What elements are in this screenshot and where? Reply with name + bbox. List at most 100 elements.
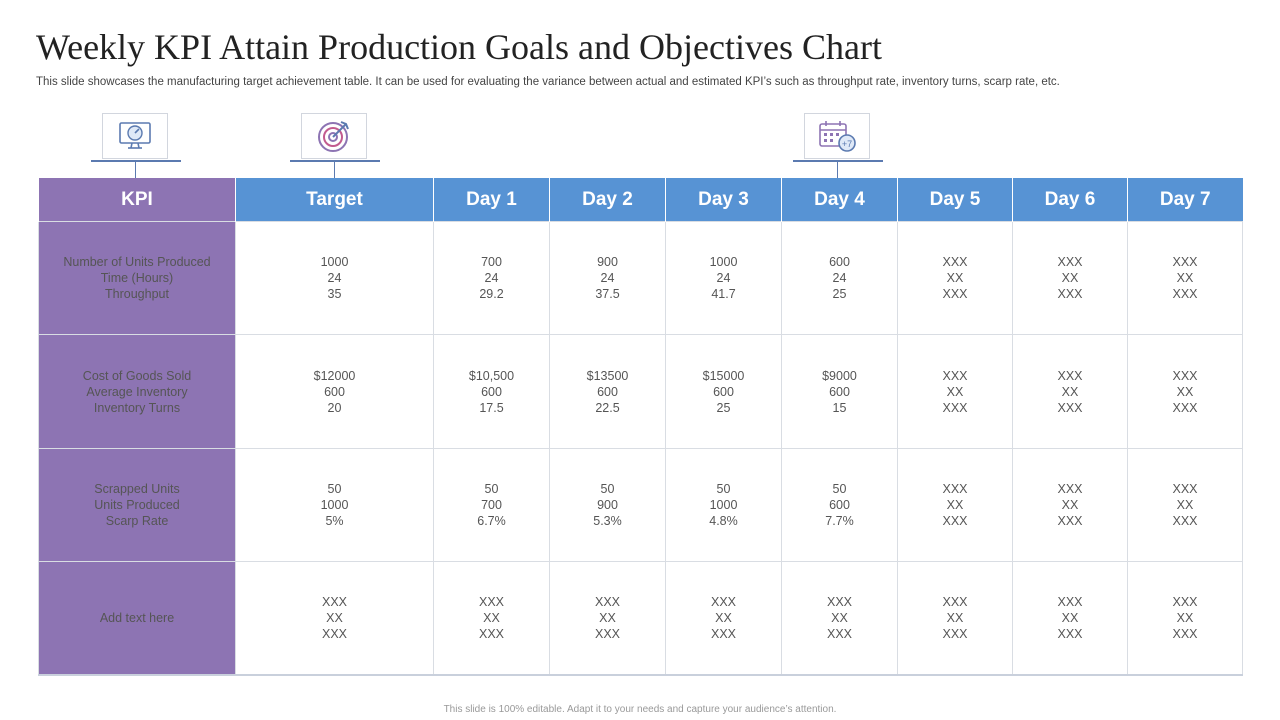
cell-value: XXX — [321, 595, 347, 610]
cell-value: XXX — [478, 595, 504, 610]
cell-value: 1000 — [709, 497, 738, 512]
cell-value: 600 — [829, 497, 850, 512]
cell-value: $15000 — [702, 368, 745, 383]
kpi-label-cell: Scrapped Units Units Produced Scarp Rate — [38, 447, 236, 563]
cell-value: XXX — [1057, 400, 1083, 415]
value-cell: XXX XX XXX — [433, 561, 550, 677]
cell-value: 50 — [327, 481, 342, 496]
cell-value: 24 — [327, 271, 342, 286]
cell-value: 700 — [481, 255, 502, 270]
cell-value: $13500 — [586, 368, 629, 383]
cell-value: 35 — [327, 287, 342, 302]
table-row: Add text here XXX XX XXX XXX XX XXX XXX XX XXX XXX… — [38, 561, 1243, 677]
kpi-label-cell: Cost of Goods Sold Average Inventory Inven… — [38, 334, 236, 449]
header-day-7: Day 7 — [1127, 178, 1243, 222]
header-kpi: KPI — [38, 178, 236, 222]
cell-value: 5.3% — [593, 513, 622, 528]
kpi-label-line: Units Produced — [94, 497, 180, 512]
cell-value: XXX — [826, 627, 852, 642]
cell-value: XXX — [1172, 481, 1198, 496]
cell-value: 600 — [829, 255, 850, 270]
cell-value: XXX — [478, 627, 504, 642]
cell-value: XX — [715, 611, 732, 626]
target-arrow-icon — [301, 113, 367, 159]
cell-value: 600 — [829, 384, 850, 399]
value-cell: XXX XX XXX — [897, 561, 1013, 677]
cell-value: 41.7 — [711, 287, 736, 302]
kpi-table: KPI Target Day 1 Day 2 Day 3 Day 4 Day 5… — [38, 178, 1243, 677]
value-cell: $10,500 600 17.5 — [433, 334, 550, 449]
cell-value: 15 — [832, 400, 847, 415]
slide-title: Weekly KPI Attain Production Goals and O… — [36, 27, 882, 67]
header-day-1: Day 1 — [433, 178, 550, 222]
value-cell: XXX XX XXX — [1127, 561, 1243, 677]
cell-value: XX — [946, 611, 964, 626]
cell-value: XXX — [1057, 481, 1083, 496]
cell-value: XXX — [1172, 595, 1198, 610]
value-cell: XXX XX XXX — [1127, 447, 1243, 563]
cell-value: XXX — [942, 513, 968, 528]
value-cell: XXX XX XXX — [1127, 334, 1243, 449]
cell-value: 4.8% — [709, 513, 738, 528]
cell-value: XXX — [1057, 595, 1083, 610]
cell-value: XX — [599, 611, 616, 626]
cell-value: XX — [946, 497, 964, 512]
cell-value: 700 — [481, 497, 502, 512]
cell-value: XXX — [942, 595, 968, 610]
cell-value: XXX — [1172, 368, 1198, 383]
cell-value: XXX — [942, 400, 968, 415]
value-cell: $15000 600 25 — [665, 334, 782, 449]
cell-value: 22.5 — [595, 400, 620, 415]
calendar-plus-seven-icon: +7 — [804, 113, 870, 159]
value-cell: XXX XX XXX — [897, 220, 1013, 336]
cell-value: XXX — [1057, 255, 1083, 270]
cell-value: 24 — [484, 271, 499, 286]
kpi-label-line: Add text here — [99, 611, 175, 626]
cell-value: 50 — [600, 481, 615, 496]
value-cell: 50 1000 5% — [235, 447, 434, 563]
cell-value: XX — [1061, 611, 1079, 626]
value-cell: 50 600 7.7% — [781, 447, 898, 563]
kpi-label-line: Average Inventory — [86, 384, 188, 399]
header-day-4: Day 4 — [781, 178, 898, 222]
cell-value: 600 — [324, 384, 345, 399]
cell-value: $10,500 — [468, 368, 515, 383]
value-cell: XXX XX XXX — [1012, 561, 1128, 677]
table-row: Cost of Goods Sold Average Inventory Inven… — [38, 334, 1243, 449]
cell-value: XXX — [942, 255, 968, 270]
cell-value: XXX — [594, 627, 620, 642]
cell-value: 1000 — [320, 255, 349, 270]
cell-value: XX — [1176, 497, 1194, 512]
cell-value: XXX — [1172, 287, 1198, 302]
kpi-label-line: Time (Hours) — [100, 271, 174, 286]
value-cell: XXX XX XXX — [235, 561, 434, 677]
cell-value: 5% — [325, 513, 344, 528]
value-cell: XXX XX XXX — [1127, 220, 1243, 336]
cell-value: XX — [326, 611, 343, 626]
kpi-icon-holder — [91, 113, 181, 178]
cell-value: XX — [1176, 384, 1194, 399]
kpi-label-line: Scarp Rate — [105, 513, 169, 528]
cell-value: 7.7% — [825, 513, 854, 528]
cell-value: XXX — [1172, 400, 1198, 415]
cell-value: 50 — [484, 481, 499, 496]
cell-value: 24 — [716, 271, 731, 286]
cell-value: 900 — [597, 255, 618, 270]
cell-value: XXX — [1172, 627, 1198, 642]
speedometer-monitor-icon — [102, 113, 168, 159]
cell-value: 20 — [327, 400, 342, 415]
cell-value: 50 — [716, 481, 731, 496]
cell-value: XX — [831, 611, 848, 626]
value-cell: XXX XX XXX — [897, 447, 1013, 563]
cell-value: XXX — [942, 481, 968, 496]
table-row: Number of Units Produced Time (Hours) Thro… — [38, 220, 1243, 336]
kpi-label-cell: Add text here — [38, 561, 236, 677]
cell-value: XXX — [321, 627, 347, 642]
cell-value: 900 — [597, 497, 618, 512]
cell-value: XXX — [1057, 513, 1083, 528]
cell-value: 17.5 — [479, 400, 504, 415]
cell-value: 24 — [600, 271, 615, 286]
cell-value: XX — [1176, 271, 1194, 286]
cell-value: XXX — [710, 595, 736, 610]
cell-value: XXX — [1057, 627, 1083, 642]
